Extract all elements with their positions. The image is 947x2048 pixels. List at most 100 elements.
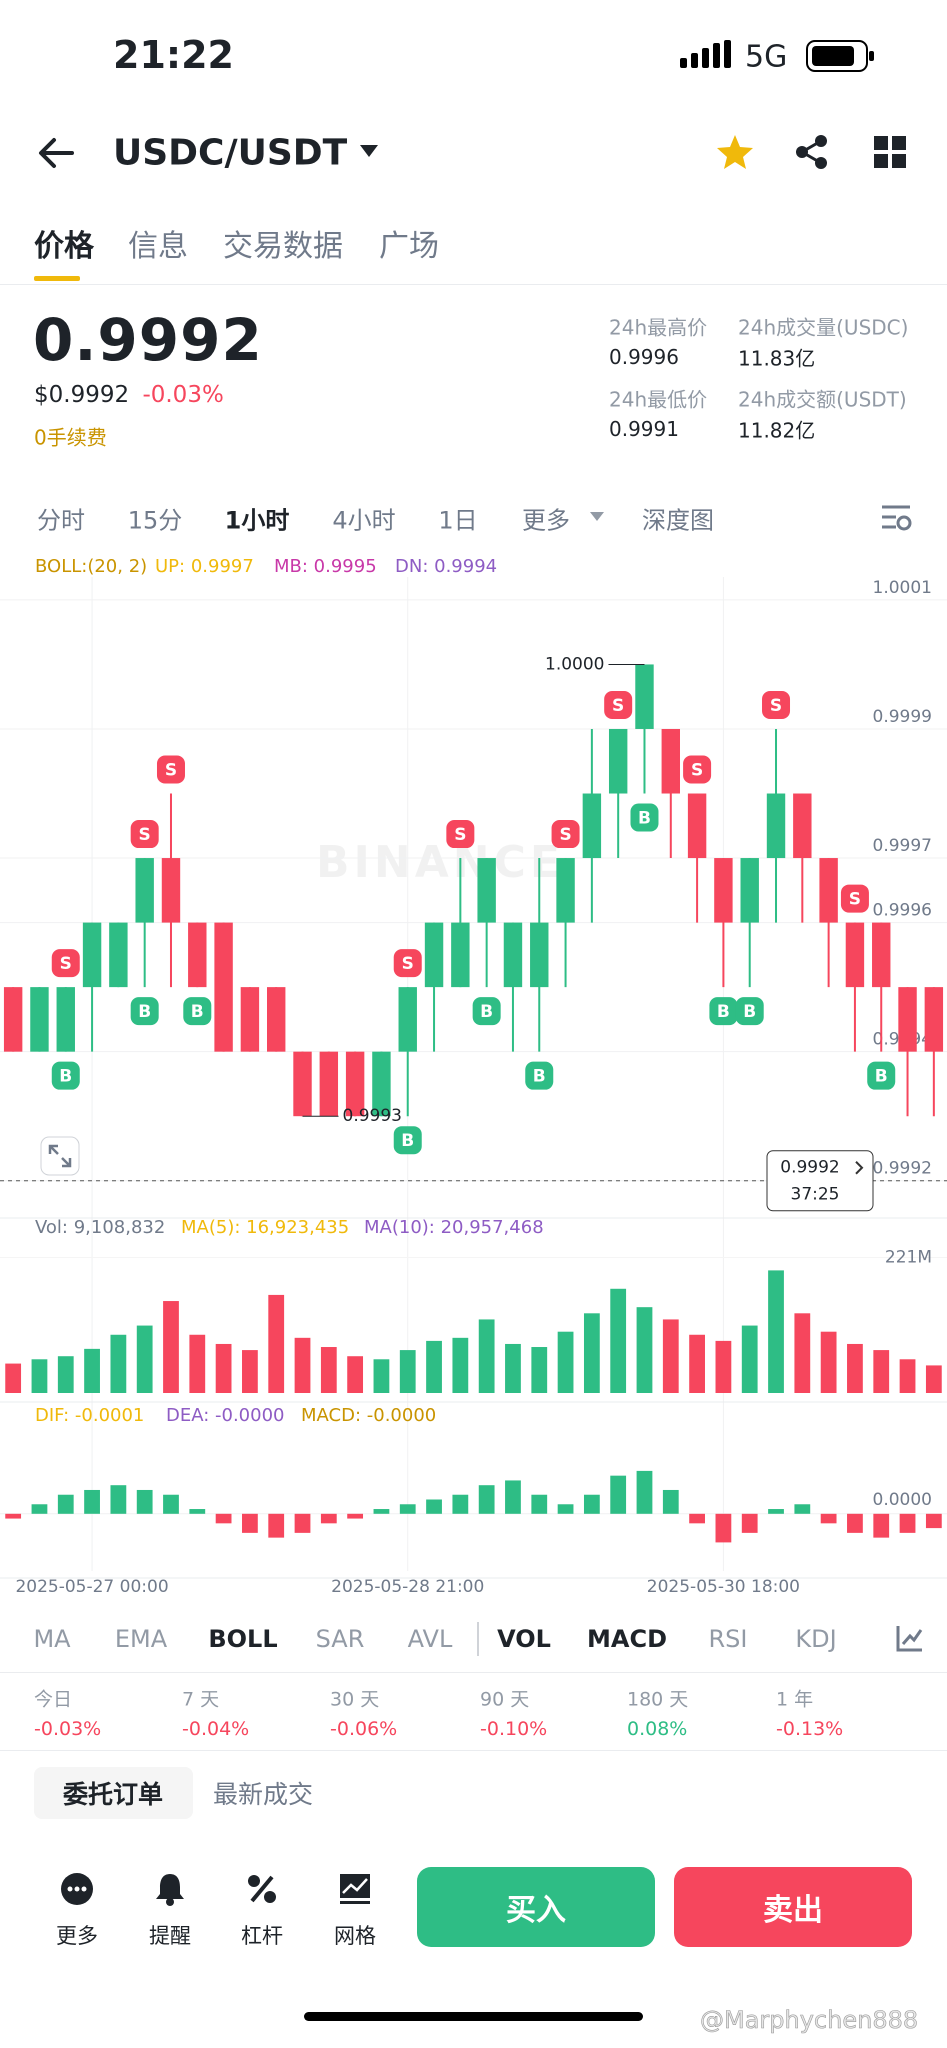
grid-icon[interactable] xyxy=(339,1873,371,1905)
volume-bar xyxy=(294,1337,311,1393)
divider xyxy=(0,284,947,285)
action-label[interactable]: 杠杆 xyxy=(241,1924,283,1948)
candle-body xyxy=(714,858,733,923)
chart-settings[interactable] xyxy=(880,503,912,533)
candle-body xyxy=(30,987,49,1052)
y-tick-label: 221M xyxy=(885,1248,932,1268)
volume-bar xyxy=(820,1331,837,1393)
min-marker-label: 0.9993 xyxy=(343,1106,402,1126)
candle-body xyxy=(372,1051,391,1117)
signal-text: B xyxy=(138,1002,151,1022)
signal-badge xyxy=(183,997,212,1026)
macd-bar xyxy=(531,1494,548,1514)
candle-body xyxy=(398,987,417,1052)
buy-button[interactable]: 买入 xyxy=(417,1867,655,1947)
signal-text: B xyxy=(533,1067,546,1087)
indicator-label: BOLL:(20, 2) xyxy=(35,556,147,577)
tab[interactable]: 广场 xyxy=(379,229,439,264)
candle-body xyxy=(740,858,759,923)
last-price-label: 0.9992 xyxy=(780,1158,839,1178)
stat-value: 0.9996 xyxy=(609,345,679,369)
candle-body xyxy=(556,858,575,923)
indicator-tab[interactable]: VOL xyxy=(497,1625,551,1653)
action-label[interactable]: 更多 xyxy=(56,1924,98,1948)
layout-button[interactable] xyxy=(874,136,906,168)
macd-bar xyxy=(163,1494,179,1514)
alert-icon[interactable] xyxy=(154,1872,186,1906)
stat-value: 11.83亿 xyxy=(738,346,816,371)
order-tab[interactable]: 委托订单 xyxy=(62,1780,164,1809)
macd-bar xyxy=(610,1475,627,1514)
indicator-tab[interactable]: MA xyxy=(33,1625,71,1653)
macd-bar xyxy=(505,1480,521,1514)
status-time: 21:22 xyxy=(113,33,234,77)
volume-bar xyxy=(662,1319,679,1393)
max-marker-label: 1.0000 xyxy=(545,654,604,674)
action-label[interactable]: 提醒 xyxy=(149,1924,191,1948)
pair-title[interactable]: USDC/USDT xyxy=(113,132,348,174)
expand-button[interactable] xyxy=(40,1136,80,1176)
indicator-tab[interactable]: BOLL xyxy=(208,1625,278,1653)
candle-body xyxy=(819,858,838,923)
share-button[interactable] xyxy=(794,134,830,170)
indicator-tab[interactable]: AVL xyxy=(407,1625,453,1653)
x-tick-label: 2025-05-30 18:00 xyxy=(647,1577,800,1597)
legend-entry: DN: 0.9994 xyxy=(395,556,497,577)
interval[interactable]: 更多 xyxy=(522,506,570,535)
interval[interactable]: 分时 xyxy=(37,506,85,535)
volume-bar xyxy=(347,1356,364,1393)
interval[interactable]: 深度图 xyxy=(642,506,714,535)
signal-text: S xyxy=(139,825,151,845)
signal-text: B xyxy=(875,1067,888,1087)
stat-label: 24h成交量(USDC) xyxy=(738,315,909,340)
order-tab[interactable]: 最新成交 xyxy=(212,1780,314,1809)
volume-bar xyxy=(847,1343,863,1393)
macd-bar xyxy=(215,1513,232,1524)
indicator-tab[interactable]: EMA xyxy=(114,1625,168,1653)
indicator-settings[interactable] xyxy=(896,1624,924,1652)
signal-badge xyxy=(472,997,501,1026)
period-label: 7 天 xyxy=(182,1688,220,1711)
pair-dropdown[interactable] xyxy=(360,145,378,159)
action-label[interactable]: 网格 xyxy=(334,1924,376,1948)
price-line: $0.9992 -0.03% xyxy=(34,382,224,408)
macd-bar xyxy=(110,1485,127,1514)
tab[interactable]: 交易数据 xyxy=(223,229,343,264)
favorite-star[interactable] xyxy=(716,134,754,170)
indicator-tab[interactable]: MACD xyxy=(587,1625,667,1653)
legend-entry: MB: 0.9995 xyxy=(274,556,377,577)
tab[interactable]: 信息 xyxy=(128,229,188,264)
more-dropdown[interactable] xyxy=(590,512,604,522)
volume-bar xyxy=(320,1347,337,1393)
home-indicator xyxy=(304,2012,643,2021)
candle-body xyxy=(924,987,944,1052)
period-label: 90 天 xyxy=(480,1688,530,1711)
macd-bar xyxy=(768,1509,784,1514)
interval[interactable]: 1小时 xyxy=(224,506,290,535)
stat-label: 24h最高价 xyxy=(609,315,708,340)
macd-bar xyxy=(268,1513,285,1538)
network: 5G xyxy=(745,39,788,75)
leverage-icon[interactable] xyxy=(246,1873,278,1905)
legend-entry: UP: 0.9997 xyxy=(155,556,254,577)
indicator-tab[interactable]: RSI xyxy=(708,1625,748,1653)
volume-bar xyxy=(5,1363,22,1393)
candle-body xyxy=(687,793,707,859)
macd-bar xyxy=(84,1489,100,1514)
indicator-tab[interactable]: SAR xyxy=(315,1625,365,1653)
signal-text: S xyxy=(691,761,703,781)
more-icon[interactable] xyxy=(61,1873,93,1905)
tab[interactable]: 价格 xyxy=(34,229,94,264)
indicator-tab[interactable]: KDJ xyxy=(795,1625,837,1653)
volume-bar xyxy=(452,1337,469,1393)
interval[interactable]: 15分 xyxy=(127,506,183,535)
volume-bar xyxy=(873,1350,890,1393)
tab-underline xyxy=(34,276,80,281)
back-button[interactable] xyxy=(38,136,74,170)
candle-body xyxy=(188,922,207,988)
sell-button[interactable]: 卖出 xyxy=(674,1867,912,1947)
signal-text: B xyxy=(191,1002,204,1022)
interval[interactable]: 1日 xyxy=(438,506,478,535)
volume-bar xyxy=(794,1313,811,1393)
interval[interactable]: 4小时 xyxy=(332,506,396,535)
